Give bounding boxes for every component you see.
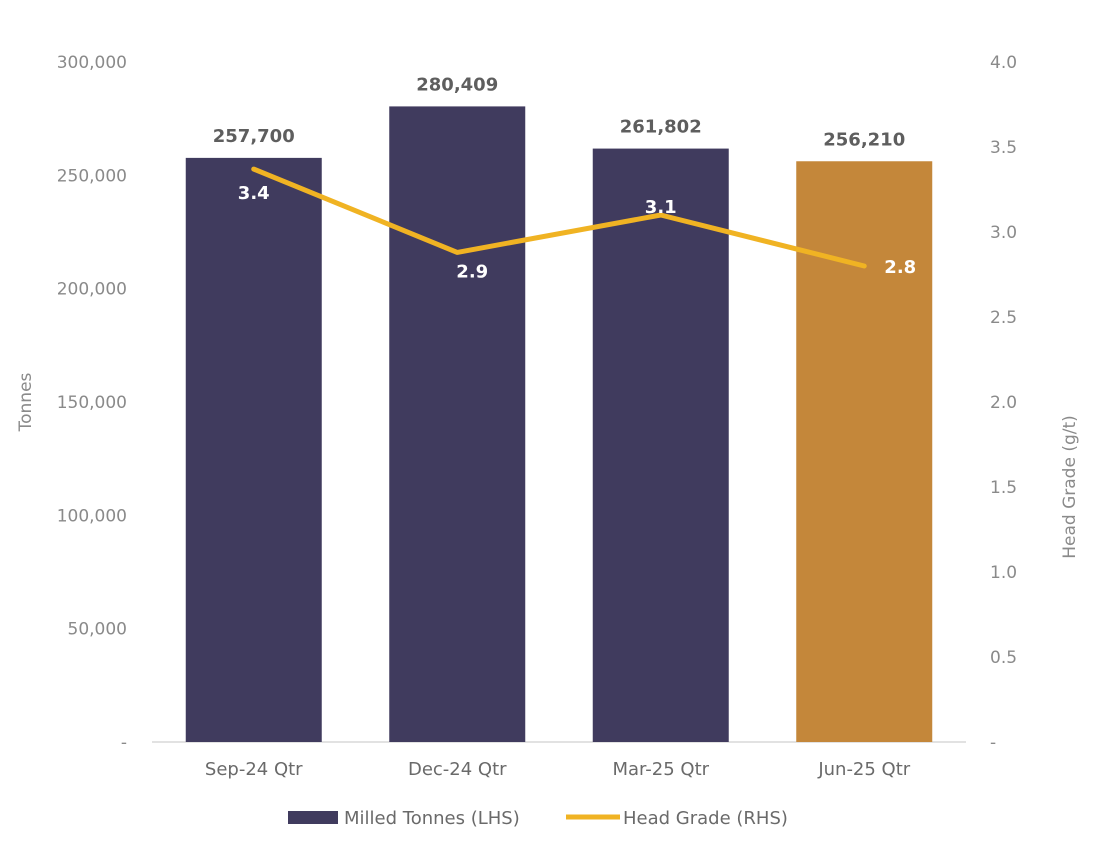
left-tick-label: 50,000 xyxy=(68,620,127,640)
bar-series: 257,700 280,409 261,802 256,210 xyxy=(185,74,933,743)
category-label: Sep-24 Qtr xyxy=(205,759,303,780)
left-tick-label: 100,000 xyxy=(57,506,127,526)
line-value-label: 2.8 xyxy=(884,257,916,278)
left-tick-label: 200,000 xyxy=(57,280,127,300)
bar xyxy=(185,157,322,742)
right-tick-label: 4.0 xyxy=(990,53,1017,73)
right-tick-label: - xyxy=(990,733,996,753)
bar-value-label: 261,802 xyxy=(620,117,702,138)
category-label: Dec-24 Qtr xyxy=(408,759,507,780)
bar xyxy=(389,106,526,743)
right-tick-label: 0.5 xyxy=(990,648,1017,668)
left-tick-label: - xyxy=(121,733,127,753)
bar-value-label: 280,409 xyxy=(416,74,498,95)
line-value-label: 3.4 xyxy=(238,183,270,204)
right-tick-label: 2.5 xyxy=(990,308,1017,328)
legend-bar-swatch xyxy=(288,811,338,824)
right-tick-label: 3.0 xyxy=(990,223,1017,243)
right-axis-title: Head Grade (g/t) xyxy=(1060,415,1080,559)
left-axis-title: Tonnes xyxy=(16,372,36,432)
bar-value-label: 256,210 xyxy=(823,129,905,150)
bar-value-label: 257,700 xyxy=(213,126,295,147)
right-axis-ticks: - 0.5 1.0 1.5 2.0 2.5 3.0 3.5 4.0 xyxy=(990,53,1017,753)
bar xyxy=(796,161,933,743)
left-tick-label: 250,000 xyxy=(57,166,127,186)
right-tick-label: 3.5 xyxy=(990,138,1017,158)
legend-line-label: Head Grade (RHS) xyxy=(623,808,788,829)
right-tick-label: 1.0 xyxy=(990,563,1017,583)
category-labels: Sep-24 Qtr Dec-24 Qtr Mar-25 Qtr Jun-25 Qtr xyxy=(205,759,911,780)
line-value-label: 2.9 xyxy=(456,261,488,282)
right-tick-label: 1.5 xyxy=(990,478,1017,498)
category-label: Mar-25 Qtr xyxy=(612,759,709,780)
right-tick-label: 2.0 xyxy=(990,393,1017,413)
legend-bar-label: Milled Tonnes (LHS) xyxy=(344,808,520,829)
line-series: 3.4 2.9 3.1 2.8 xyxy=(238,166,916,282)
category-label: Jun-25 Qtr xyxy=(817,759,910,780)
head-grade-line xyxy=(251,166,867,269)
left-axis-ticks: - 50,000 100,000 150,000 200,000 250,000 300,0… xyxy=(57,53,127,753)
left-tick-label: 150,000 xyxy=(57,393,127,413)
bar xyxy=(592,148,729,742)
line-value-label: 3.1 xyxy=(645,197,677,218)
legend: Milled Tonnes (LHS) Head Grade (RHS) xyxy=(288,808,788,829)
left-tick-label: 300,000 xyxy=(57,53,127,73)
